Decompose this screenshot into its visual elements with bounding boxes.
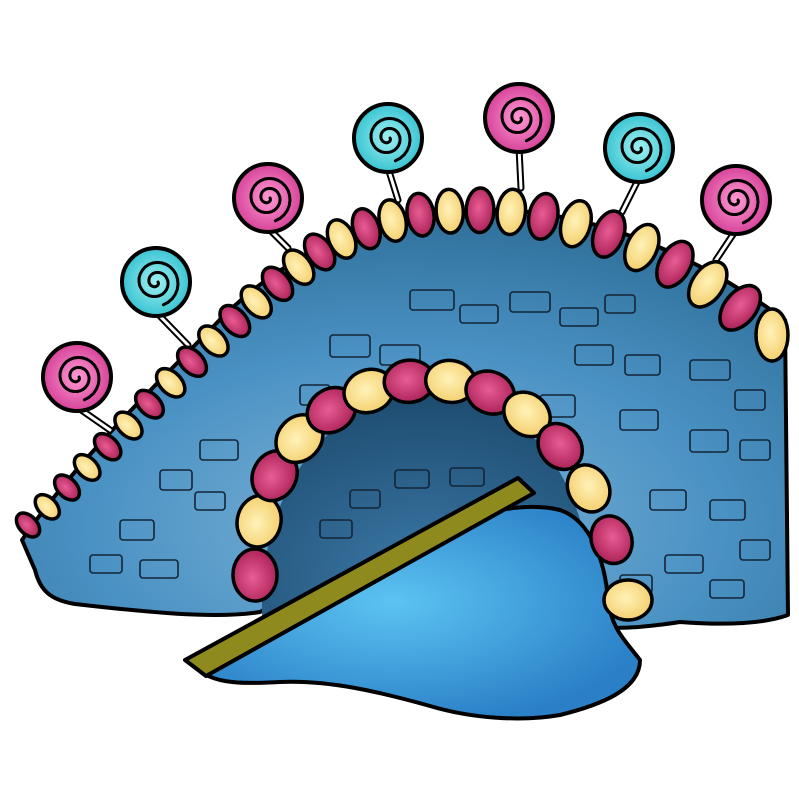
outer-bead-pink xyxy=(14,511,42,539)
outer-bead-cream xyxy=(434,187,466,235)
outer-bead-pink xyxy=(718,283,763,332)
lollipop-pink xyxy=(483,82,555,154)
outer-bead-pink xyxy=(526,191,560,241)
lollipop-pink xyxy=(700,164,772,236)
lollipop-pink xyxy=(41,341,113,413)
lollipop-stick-highlight xyxy=(517,146,523,190)
outer-bead-pink xyxy=(260,265,295,303)
lollipop-spiral xyxy=(620,126,663,173)
lollipop-teal xyxy=(603,112,675,184)
outer-bead-arch xyxy=(14,186,790,539)
inner-bead-cream xyxy=(565,463,612,514)
lollipop-spiral xyxy=(249,176,292,223)
outer-bead-cream xyxy=(154,366,187,399)
lollipop-spiral xyxy=(500,96,543,143)
outer-bead-cream xyxy=(377,198,409,243)
outer-bead-pink xyxy=(405,191,436,238)
outer-bead-pink xyxy=(92,431,123,462)
outer-bead-cream xyxy=(72,452,102,482)
outer-bead-cream xyxy=(754,307,790,363)
inner-bead-pink xyxy=(536,421,585,472)
outer-bead-pink xyxy=(590,209,627,259)
outer-bead-pink xyxy=(655,239,695,289)
outer-bead-cream xyxy=(113,410,144,441)
outer-bead-cream xyxy=(558,199,594,249)
outer-bead-cream xyxy=(239,284,273,320)
lollipops xyxy=(41,82,772,434)
outer-bead-pink xyxy=(218,303,252,339)
outer-bead-pink xyxy=(52,473,82,502)
lollipop-spiral xyxy=(369,116,412,163)
inner-bead-arch xyxy=(231,358,654,622)
lollipop-spiral xyxy=(717,178,760,225)
outer-bead-cream xyxy=(197,324,230,358)
outer-bead-cream xyxy=(495,187,528,237)
outer-bead-cream xyxy=(33,492,62,521)
inner-bead-cream xyxy=(602,578,654,622)
lollipop-spiral xyxy=(58,355,101,402)
outer-bead-pink xyxy=(175,345,209,378)
lollipop-pink xyxy=(232,162,304,234)
outer-bead-pink xyxy=(464,186,496,235)
inner-bead-pink xyxy=(231,547,279,603)
lollipop-teal xyxy=(352,102,424,174)
outer-bead-cream xyxy=(623,222,661,273)
lollipop-spiral xyxy=(137,260,180,307)
lollipop-teal xyxy=(120,246,192,318)
inner-bead-pink xyxy=(589,514,634,566)
outer-bead-cream xyxy=(686,260,729,309)
outer-bead-pink xyxy=(133,388,166,420)
plank xyxy=(183,476,536,678)
